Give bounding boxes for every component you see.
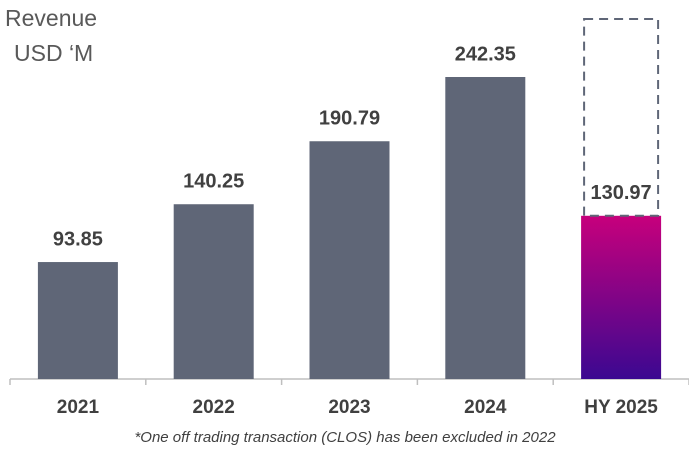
value-label: 140.25 [183, 171, 244, 193]
x-tick-label: 2021 [57, 397, 100, 418]
x-tick-label: 2023 [328, 397, 370, 418]
chart-title: Revenue [5, 5, 97, 31]
bar [581, 215, 662, 379]
chart-title: USD ‘M [14, 40, 93, 66]
x-tick-label: 2022 [193, 397, 235, 418]
value-label: 93.85 [53, 228, 103, 250]
value-label: 130.97 [591, 182, 652, 204]
value-label: 190.79 [319, 108, 380, 130]
bar [173, 204, 254, 379]
value-label: 242.35 [455, 43, 516, 65]
bar [309, 141, 390, 379]
bar [445, 77, 526, 379]
footnote: *One off trading transaction (CLOS) has … [134, 429, 556, 446]
projection-box [583, 18, 660, 217]
x-tick-label: HY 2025 [584, 397, 658, 418]
bar [37, 262, 118, 379]
x-tick-label: 2024 [464, 397, 507, 418]
